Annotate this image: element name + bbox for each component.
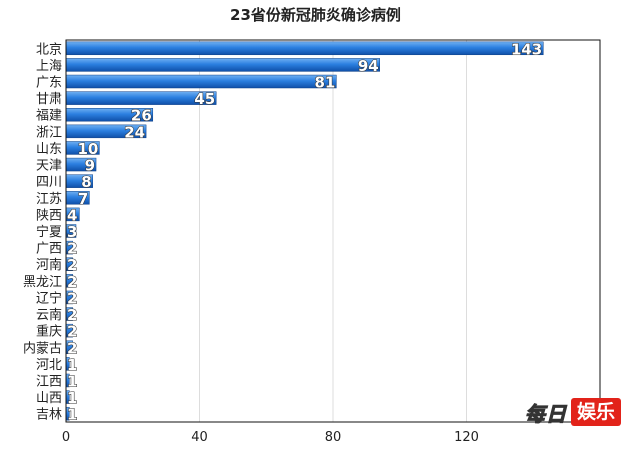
- category-label: 天津: [36, 159, 62, 174]
- category-label: 甘肃: [36, 92, 62, 107]
- x-tick-label: 40: [191, 430, 208, 445]
- bar: [65, 74, 337, 89]
- value-label: 143: [511, 40, 542, 58]
- watermark-text: 每日: [524, 401, 567, 426]
- value-label: 2: [67, 323, 77, 341]
- category-label: 江西: [36, 374, 62, 389]
- category-label: 陕西: [36, 208, 62, 223]
- category-label: 山东: [36, 142, 62, 157]
- category-label: 重庆: [36, 324, 62, 340]
- grid-lines: [199, 40, 467, 422]
- x-tick-labels: 0 40 80 120: [62, 430, 479, 445]
- value-label: 94: [358, 57, 379, 75]
- value-label: 81: [314, 74, 335, 92]
- category-label: 山西: [36, 391, 62, 406]
- category-label: 江苏: [36, 191, 62, 207]
- value-label: 4: [67, 206, 77, 224]
- category-label: 吉林: [36, 408, 62, 423]
- chart-title: 23省份新冠肺炎确诊病例: [230, 6, 401, 24]
- value-label: 1: [67, 356, 77, 374]
- watermark-badge: 娱乐: [570, 398, 621, 426]
- value-label: 1: [67, 389, 77, 407]
- category-label: 辽宁: [36, 290, 62, 306]
- value-label: 2: [67, 256, 77, 274]
- watermark-logo: 每日 娱乐: [524, 397, 621, 427]
- category-label: 广西: [36, 242, 62, 257]
- x-tick-label: 120: [454, 430, 479, 445]
- category-label: 河北: [36, 358, 62, 373]
- category-label: 福建: [36, 109, 62, 124]
- x-tick-label: 0: [62, 430, 70, 445]
- plot-frame: [65, 39, 601, 423]
- category-label: 黑龙江: [23, 275, 62, 290]
- bar: [65, 41, 544, 56]
- value-label: 2: [67, 339, 77, 357]
- value-label: 2: [67, 289, 77, 307]
- bars: [65, 41, 544, 421]
- value-label: 2: [67, 240, 77, 258]
- category-labels: 北京上海广东甘肃福建浙江山东天津四川江苏陕西宁夏广西河南黑龙江辽宁云南重庆内蒙古…: [23, 42, 62, 422]
- category-label: 河南: [36, 257, 62, 273]
- value-label: 3: [67, 223, 77, 241]
- category-label: 云南: [36, 307, 62, 323]
- value-label: 2: [67, 306, 77, 324]
- value-label: 24: [124, 123, 145, 141]
- category-label: 北京: [36, 42, 62, 57]
- value-label: 26: [131, 107, 152, 125]
- category-label: 上海: [36, 59, 62, 74]
- category-label: 浙江: [36, 125, 62, 140]
- value-label: 1: [67, 406, 77, 424]
- value-label: 9: [85, 157, 95, 175]
- value-label: 45: [194, 90, 215, 108]
- category-label: 宁夏: [36, 224, 62, 240]
- value-label: 1: [67, 372, 77, 390]
- value-label: 7: [78, 190, 88, 208]
- value-label: 10: [78, 140, 99, 158]
- value-label: 2: [67, 273, 77, 291]
- x-tick-label: 80: [325, 430, 342, 445]
- category-label: 四川: [36, 175, 62, 190]
- value-label: 8: [81, 173, 91, 191]
- bar: [65, 58, 380, 72]
- category-label: 内蒙古: [23, 340, 62, 356]
- category-label: 广东: [36, 76, 62, 91]
